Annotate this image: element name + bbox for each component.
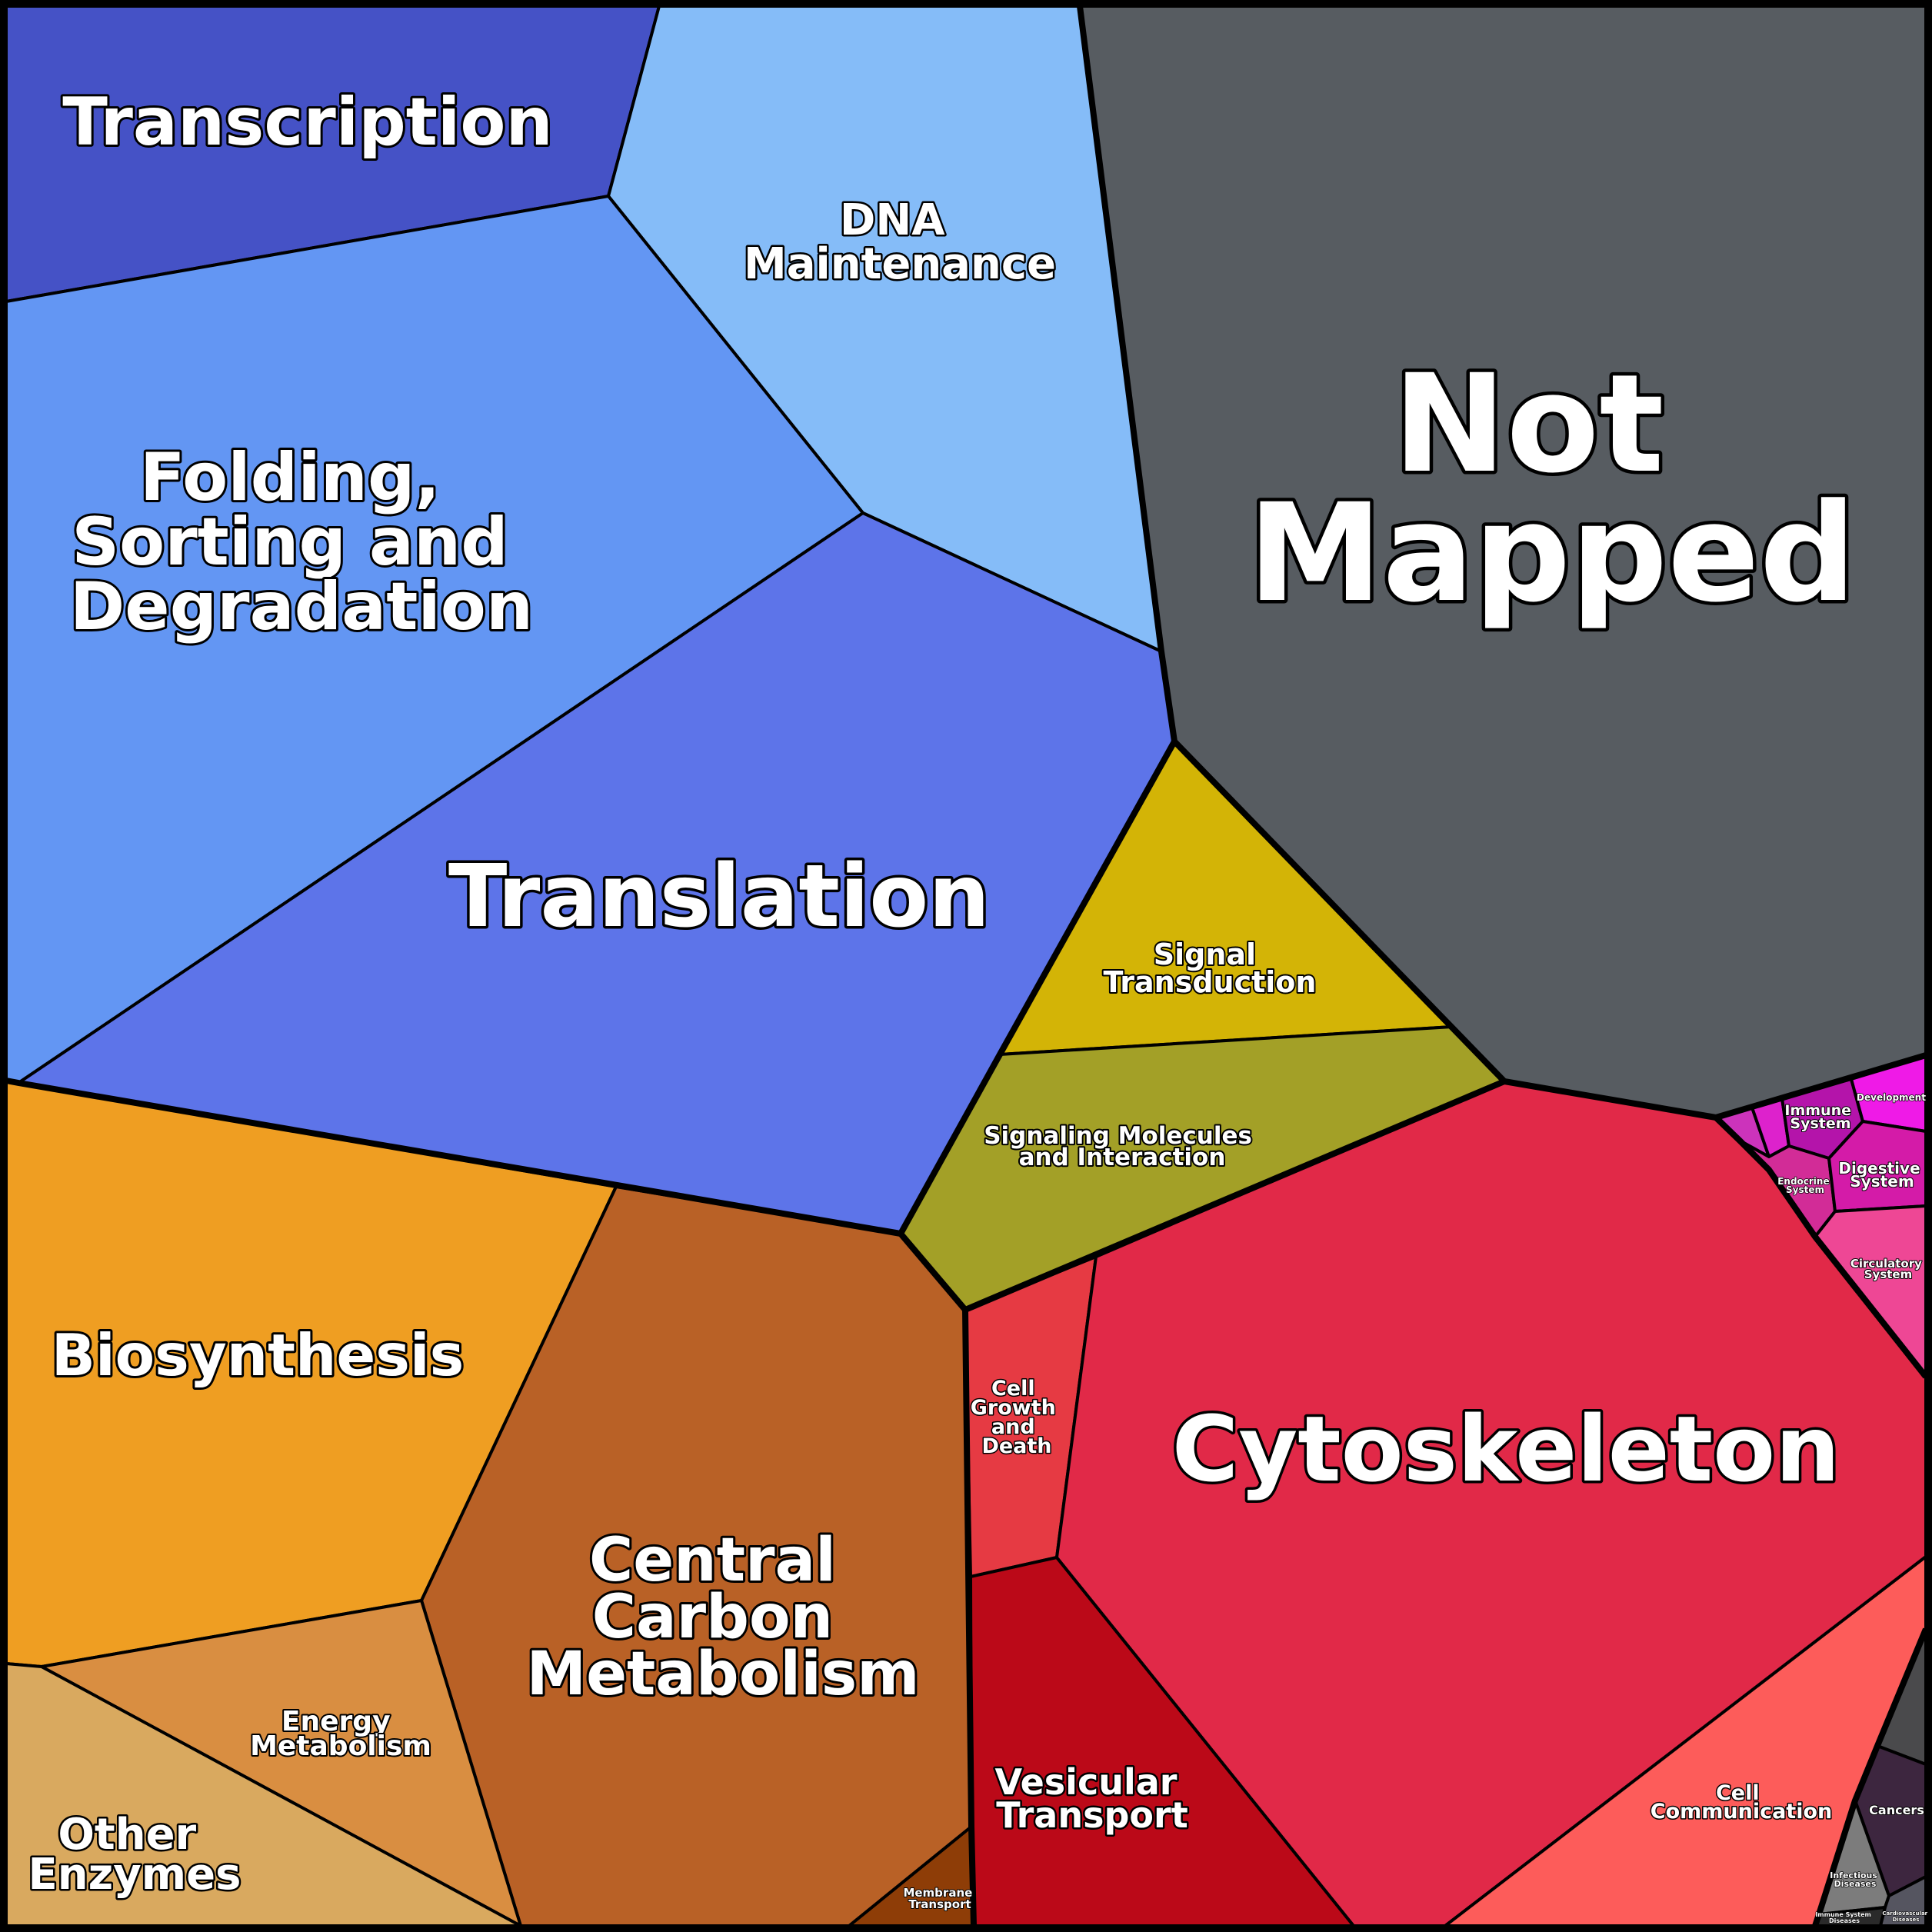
label-dna-maintenance: DNA Maintenance [744,195,1056,289]
label-cancers: Cancers [1869,1803,1924,1817]
label-vesicular-transport: Vesicular Transport [995,1761,1190,1836]
label-signal-transduction: Signal Transduction [1104,938,1317,999]
label-biosynthesis: Biosynthesis [52,1321,464,1389]
label-other-enzymes: Other Enzymes [28,1810,242,1900]
label-infectious-diseases: Infectious Diseases [1830,1870,1880,1889]
label-membrane-transport: Membrane Transport [903,1886,976,1911]
label-cell-communication: Cell Communication [1651,1781,1833,1824]
label-development: Development [1857,1092,1926,1103]
label-cytoskeleton: Cytoskeleton [1172,1396,1840,1502]
label-endocrine-system: Endocrine System [1777,1176,1833,1195]
label-energy-metabolism: Energy Metabolism [250,1706,431,1762]
label-central-carbon: Central Carbon Metabolism [526,1526,919,1709]
label-digestive-system: Digestive System [1838,1159,1925,1191]
group-boundaries [5,5,1929,1927]
label-circulatory-system: Circulatory System [1850,1257,1926,1281]
label-immune-system: Immune System [1784,1102,1856,1132]
label-transcription: Transcription [62,84,552,161]
label-signaling-molecules: Signaling Molecules and Interaction [984,1122,1261,1171]
label-folding: Folding, Sorting and Degradation [70,439,533,645]
label-translation: Translation [448,847,990,947]
label-immune-system-diseases: Immune System Diseases [1815,1911,1873,1924]
label-cell-growth: Cell Growth and Death [971,1377,1064,1458]
label-not-mapped: Not Mapped [1247,345,1856,632]
label-cardiovascular-diseases: Cardiovascular Diseases [1882,1910,1929,1923]
